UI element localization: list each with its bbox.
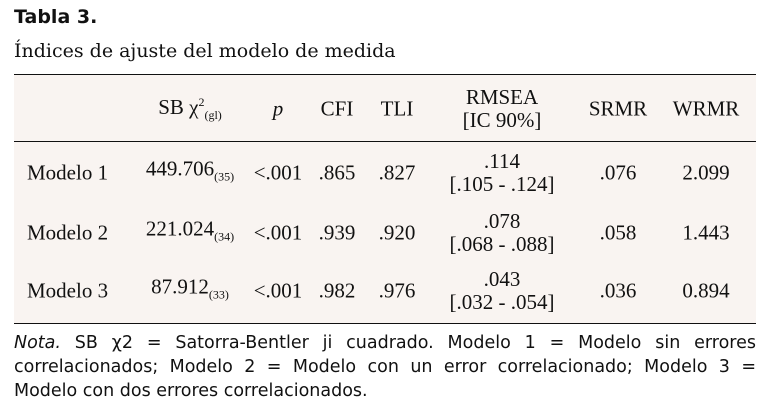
header-wrmr: WRMR bbox=[672, 96, 740, 121]
cell-tli: .976 bbox=[378, 278, 416, 303]
cell-chi: 221.024(34) bbox=[145, 216, 235, 244]
row-label: Modelo 2 bbox=[27, 220, 109, 245]
fit-indices-table: SB χ2(gl) p CFI TLI RMSEA [IC 90%] SRMR W… bbox=[14, 74, 756, 324]
cell-wrmr: 2.099 bbox=[682, 160, 730, 185]
header-chi: SB χ2(gl) bbox=[158, 94, 222, 123]
cell-wrmr: 1.443 bbox=[682, 220, 730, 245]
header-p: p bbox=[272, 96, 284, 121]
header-srmr: SRMR bbox=[588, 96, 648, 121]
table-subtitle: Índices de ajuste del modelo de medida bbox=[14, 40, 396, 62]
cell-cfi: .939 bbox=[318, 220, 356, 245]
header-cfi: CFI bbox=[320, 96, 354, 121]
cell-rmsea: .114 [.105 - .124] bbox=[449, 149, 555, 196]
cell-tli: .827 bbox=[378, 160, 416, 185]
header-divider bbox=[14, 141, 756, 142]
cell-p: <.001 bbox=[253, 220, 303, 245]
cell-chi: 449.706(35) bbox=[145, 156, 235, 184]
cell-p: <.001 bbox=[253, 160, 303, 185]
cell-srmr: .058 bbox=[599, 220, 637, 245]
header-tli: TLI bbox=[380, 96, 414, 121]
cell-srmr: .036 bbox=[599, 278, 637, 303]
table-note: Nota. SB χ2 = Satorra-Bentler ji cuadrad… bbox=[14, 333, 756, 401]
row-label: Modelo 1 bbox=[27, 160, 109, 185]
cell-cfi: .982 bbox=[318, 278, 356, 303]
cell-p: <.001 bbox=[253, 278, 303, 303]
cell-wrmr: 0.894 bbox=[682, 278, 730, 303]
cell-tli: .920 bbox=[378, 220, 416, 245]
cell-cfi: .865 bbox=[318, 160, 356, 185]
cell-rmsea: .078 [.068 - .088] bbox=[449, 209, 555, 256]
header-rmsea: RMSEA [IC 90%] bbox=[462, 85, 542, 132]
cell-chi: 87.912(33) bbox=[151, 274, 229, 302]
cell-srmr: .076 bbox=[599, 160, 637, 185]
row-label: Modelo 3 bbox=[27, 278, 109, 303]
table-title: Tabla 3. bbox=[14, 6, 98, 28]
cell-rmsea: .043 [.032 - .054] bbox=[449, 267, 555, 314]
